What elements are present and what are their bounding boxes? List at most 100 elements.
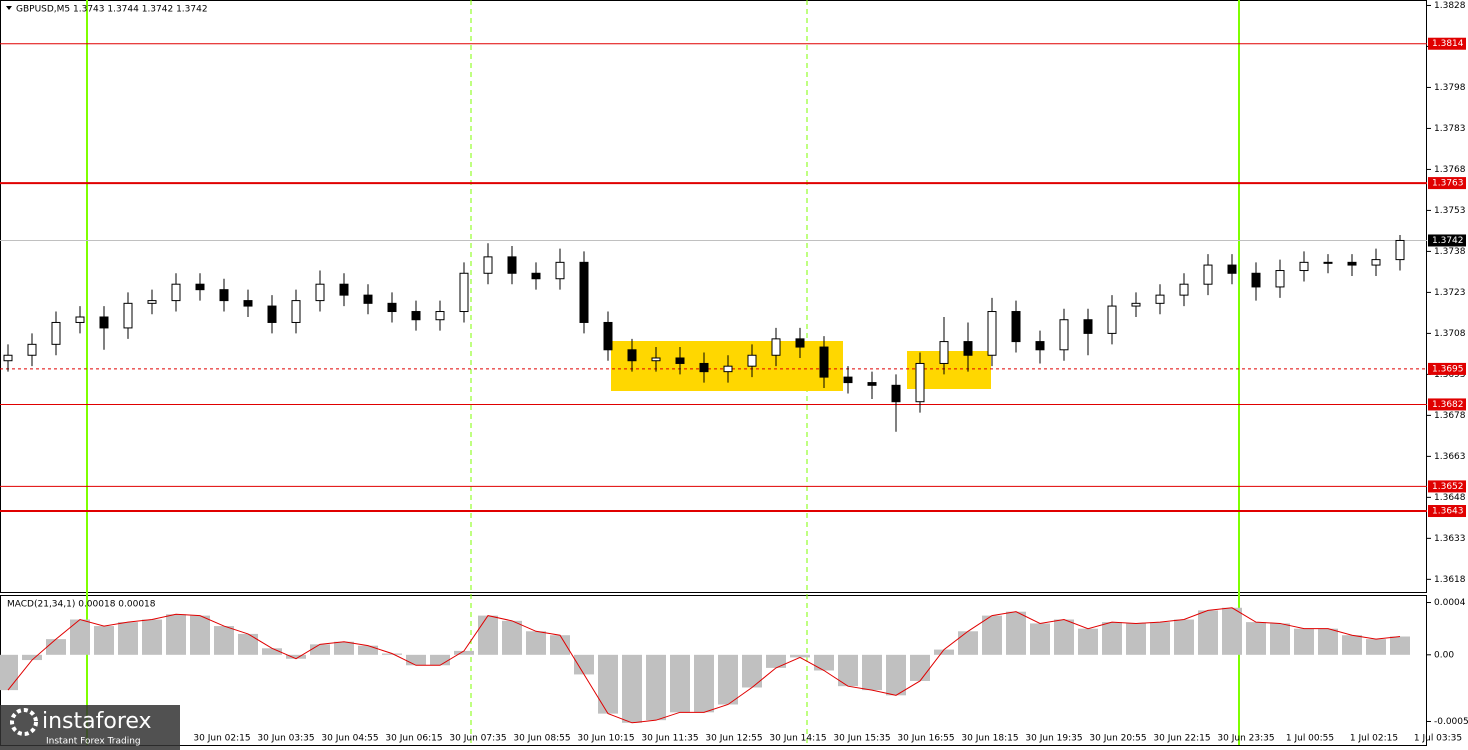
macd-bar [1102, 622, 1122, 655]
candle-body [291, 300, 301, 323]
x-tick-label: 30 Jun 15:35 [833, 734, 890, 744]
candle-body [483, 256, 493, 274]
x-tick-label: 30 Jun 18:15 [961, 734, 1018, 744]
x-tick-label: 30 Jun 04:55 [321, 734, 378, 744]
signal-line [7, 607, 1401, 724]
macd-bar [958, 631, 978, 655]
x-tick-label: 30 Jun 11:35 [641, 734, 698, 744]
macd-bar [1054, 619, 1074, 655]
macd-bar [1342, 635, 1362, 655]
chart-title: GBPUSD,M5 1.3743 1.3744 1.3742 1.3742 [16, 5, 208, 15]
logo-bg [0, 705, 180, 750]
level-label: 1.3695 [1432, 364, 1464, 374]
macd-bar [1126, 623, 1146, 655]
macd-bar [286, 654, 306, 659]
macd-bar [910, 654, 930, 681]
macd-bar [406, 654, 426, 666]
candle-body [1275, 270, 1285, 288]
candle-body [1203, 264, 1213, 285]
macd-bar [838, 654, 858, 687]
candle-body [219, 289, 229, 302]
menu-arrow [6, 6, 12, 10]
macd-bar [310, 644, 330, 655]
macd-bar [1174, 619, 1194, 655]
candle-body [99, 316, 109, 329]
y-tick-label: 0.00 [1434, 650, 1454, 660]
level-box [1428, 362, 1466, 375]
candle-body [507, 256, 517, 274]
level-box [1428, 480, 1466, 493]
y-tick-label: 1.3663 [1434, 452, 1466, 462]
x-tick-label: 30 Jun 22:15 [1153, 734, 1210, 744]
macd-bar [742, 654, 762, 688]
x-tick-label: 30 Jun 16:55 [897, 734, 954, 744]
candle-body [1251, 272, 1261, 288]
macd-bar [1366, 639, 1386, 655]
candle-body [387, 302, 397, 313]
candle-body [867, 382, 877, 386]
candle-body [1035, 341, 1045, 351]
level-label: 1.3682 [1432, 400, 1464, 410]
y-tick-label: 1.3723 [1434, 288, 1466, 298]
macd-bar [1006, 611, 1026, 655]
level-label: 1.3643 [1432, 507, 1464, 517]
macd-bar [238, 633, 258, 655]
macd-bar [22, 654, 42, 661]
macd-bar [166, 614, 186, 655]
macd-bar [646, 654, 666, 721]
candle-body [1299, 261, 1309, 272]
macd-bar [214, 626, 234, 655]
x-tick-label: 30 Jun 12:55 [705, 734, 762, 744]
macd-bar [934, 649, 954, 655]
y-tick-label: 1.3708 [1434, 329, 1466, 339]
candle-body [723, 365, 733, 373]
price-panel [0, 0, 1427, 593]
candle-body [1155, 294, 1165, 304]
candle-body [1179, 283, 1189, 296]
x-tick-label: 30 Jun 20:55 [1089, 734, 1146, 744]
logo: instaforex Instant Forex Trading [0, 705, 180, 750]
candle-body [747, 354, 757, 367]
macd-bar [1270, 623, 1290, 655]
macd-bar [334, 641, 354, 655]
candle-body [51, 321, 61, 345]
macd-bar [982, 615, 1002, 655]
candle-body [1107, 305, 1117, 334]
y-tick-label: 1.3738 [1434, 247, 1466, 257]
macd-bar [0, 654, 18, 691]
macd-bar [502, 620, 522, 655]
candle-body [819, 346, 829, 378]
y-tick-label: 1.3678 [1434, 411, 1466, 421]
macd-bar [1390, 636, 1410, 655]
candle-body [243, 300, 253, 307]
candle-body [1059, 319, 1069, 351]
y-tick-label: 1.3798 [1434, 83, 1466, 93]
candle-body [627, 349, 637, 362]
macd-bar [1078, 628, 1098, 655]
macd-bar [1294, 628, 1314, 655]
level-box [1428, 177, 1466, 190]
macd-bar [598, 654, 618, 714]
candle-body [1347, 261, 1357, 266]
candle-body [1395, 239, 1405, 261]
macd-bar [358, 645, 378, 655]
last-price-box [1428, 234, 1466, 247]
macd-bar [46, 639, 66, 655]
macd-bar [694, 654, 714, 713]
logo-tagline: Instant Forex Trading [46, 737, 141, 747]
candle-body [699, 362, 709, 373]
y-tick-label: 1.3828 [1434, 1, 1466, 11]
candle-body [411, 311, 421, 321]
y-tick-label: 1.3618 [1434, 575, 1466, 585]
level-label: 1.3763 [1432, 179, 1464, 189]
candle-body [1011, 311, 1021, 343]
macd-bar [1246, 622, 1266, 655]
x-tick-label: 30 Jun 14:15 [769, 734, 826, 744]
candle-body [1323, 261, 1333, 264]
macd-bar [526, 631, 546, 655]
macd-bar [814, 654, 834, 671]
candle-body [195, 283, 205, 291]
candle-body [147, 300, 157, 304]
y-tick-label: -0.00051 [1434, 717, 1468, 727]
